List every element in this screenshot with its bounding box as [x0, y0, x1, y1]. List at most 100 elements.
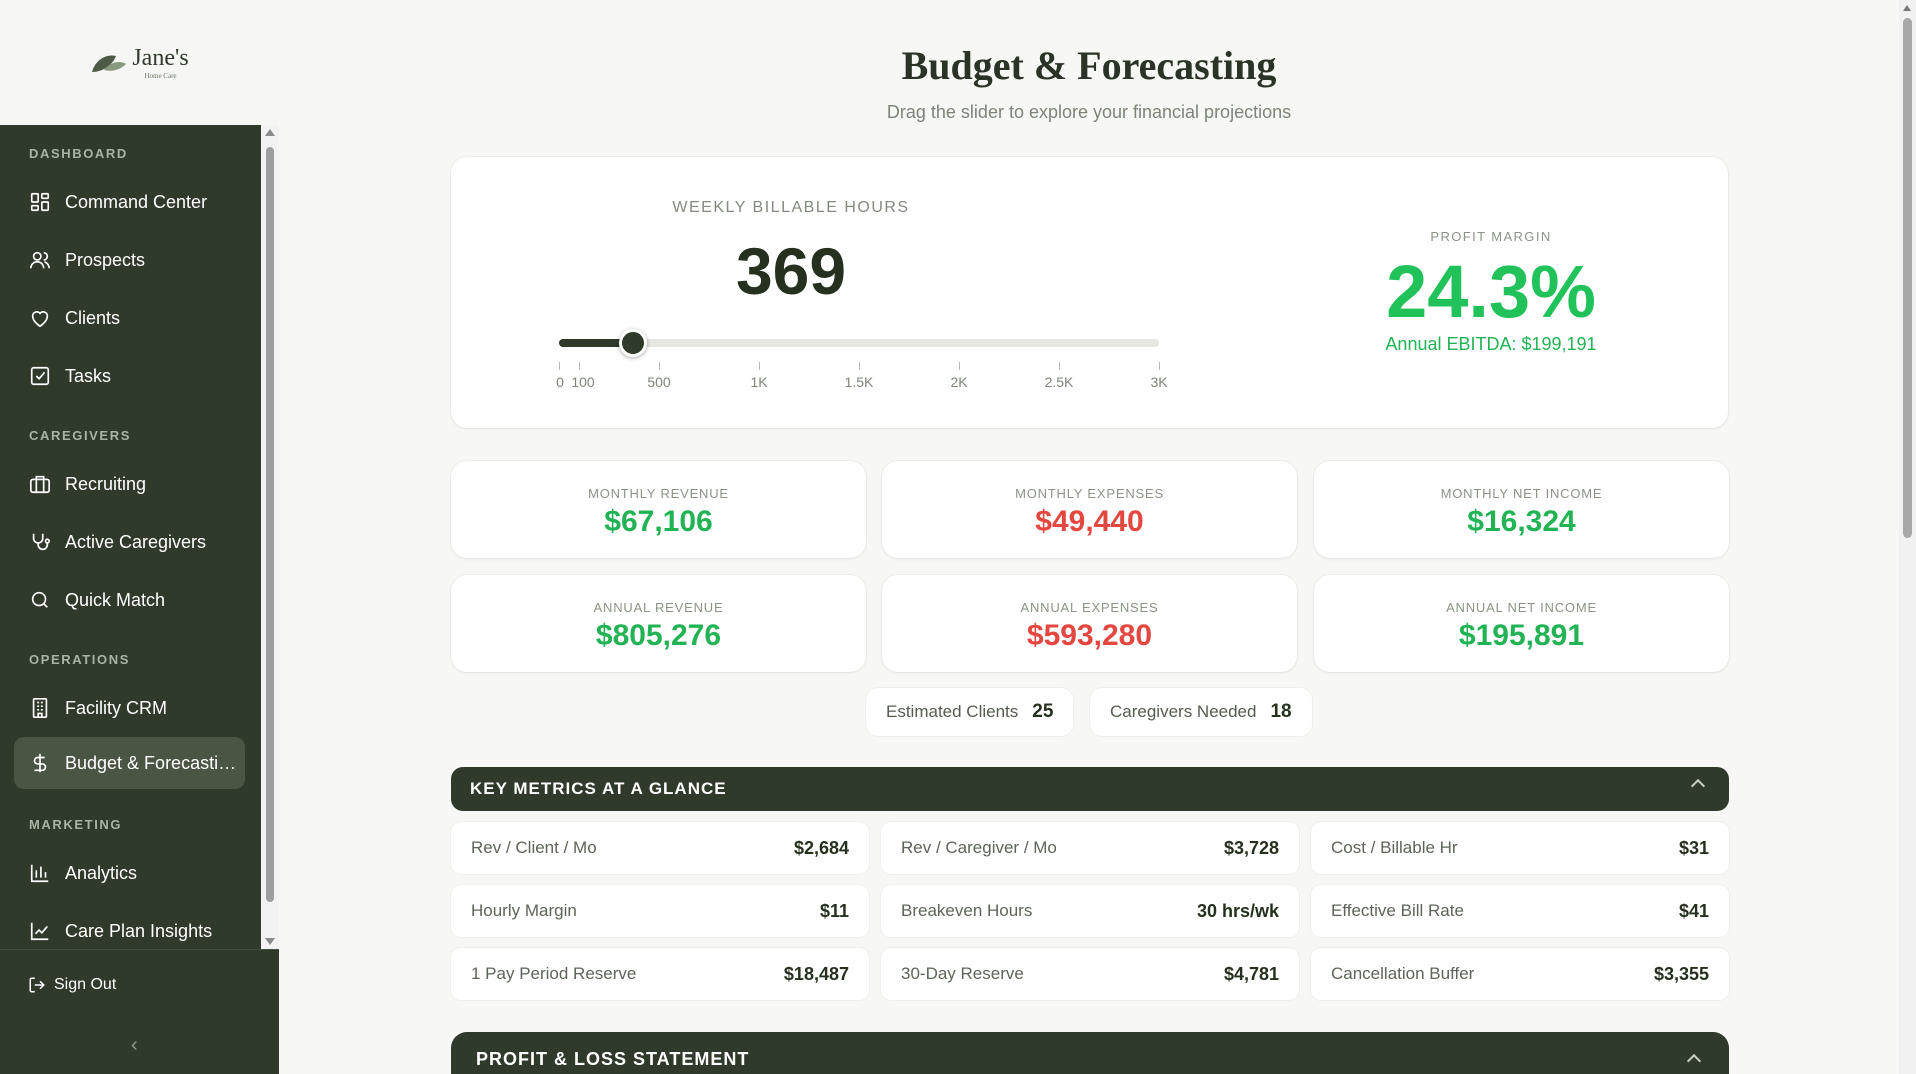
stat-value: $805,276 [595, 619, 722, 652]
metric-label: Cost / Billable Hr [1331, 838, 1458, 857]
sidebar-item-label: Prospects [65, 249, 146, 270]
sidebar-item-recruiting[interactable]: Recruiting [14, 458, 245, 510]
profit-margin-label: PROFIT MARGIN [1430, 229, 1552, 244]
stat-annual-net-income: ANNUAL NET INCOME $195,891 [1314, 575, 1729, 672]
sidebar-item-prospects[interactable]: Prospects [14, 234, 245, 286]
collapse-sidebar-icon[interactable]: ‹ [131, 1034, 138, 1056]
stat-value: $593,280 [1026, 619, 1153, 652]
metric-label: Rev / Caregiver / Mo [901, 838, 1057, 857]
sidebar-item-clients[interactable]: Clients [14, 292, 245, 344]
slider-tick-label: 1.5K [844, 374, 874, 390]
brand-name: Jane's [132, 44, 189, 71]
metric-rev-caregiver-mo: Rev / Caregiver / Mo $3,728 [881, 822, 1299, 874]
sidebar-item-budget-forecasting[interactable]: Budget & Forecasting [14, 737, 245, 789]
section-caregivers: CAREGIVERS [29, 428, 131, 443]
sidebar-scroll-thumb[interactable] [266, 147, 274, 902]
slider-tick-label: 0 [556, 374, 564, 390]
heart-icon [31, 311, 49, 328]
metric-value: $31 [1678, 837, 1709, 858]
scroll-up-arrow-icon[interactable] [1903, 5, 1911, 11]
slider-tick [959, 362, 960, 370]
line-chart-icon [30, 922, 49, 941]
chevron-up-icon[interactable] [1690, 778, 1706, 794]
hours-slider[interactable] [559, 329, 1159, 357]
scroll-up-arrow-icon[interactable] [265, 129, 275, 136]
section-dashboard: DASHBOARD [29, 146, 128, 161]
leaf-logo-icon [92, 55, 127, 72]
scroll-down-arrow-icon[interactable] [265, 938, 275, 945]
page-title: Budget & Forecasting [901, 43, 1277, 88]
sidebar-item-facility-crm[interactable]: Facility CRM [14, 682, 245, 734]
metric-rev-client-mo: Rev / Client / Mo $2,684 [451, 822, 869, 874]
sidebar-item-label: Quick Match [65, 589, 166, 610]
sidebar-item-active-caregivers[interactable]: Active Caregivers [14, 516, 245, 568]
metric-value: $3,728 [1223, 837, 1279, 858]
stat-label: ANNUAL NET INCOME [1446, 600, 1597, 615]
sidebar-item-command-center[interactable]: Command Center [14, 176, 245, 228]
annual-ebitda: Annual EBITDA: $199,191 [1385, 334, 1597, 354]
stat-label: ANNUAL EXPENSES [1020, 600, 1159, 615]
stat-value: $195,891 [1458, 619, 1585, 652]
section-operations: OPERATIONS [29, 652, 130, 667]
page-scroll-thumb[interactable] [1903, 18, 1912, 538]
metric-value: 30 hrs/wk [1196, 900, 1279, 921]
metric-cancellation-buffer: Cancellation Buffer $3,355 [1311, 948, 1729, 1000]
pill-label: Caregivers Needed [1110, 702, 1257, 721]
sign-out-button[interactable]: Sign Out [28, 976, 116, 994]
metric-value: $2,684 [793, 837, 849, 858]
sidebar-nav: DASHBOARD Command Center Prospects Clien… [0, 125, 261, 949]
sidebar-item-label: Recruiting [65, 473, 147, 494]
sidebar-item-tasks[interactable]: Tasks [14, 350, 245, 402]
slider-fill [559, 339, 633, 347]
metric-label: Rev / Client / Mo [471, 838, 597, 857]
metric-value: $4,781 [1223, 963, 1279, 984]
metric-breakeven-hours: Breakeven Hours 30 hrs/wk [881, 885, 1299, 937]
main-content: Budget & Forecasting Drag the slider to … [279, 0, 1899, 1074]
page-scrollbar[interactable] [1899, 0, 1916, 1074]
metric-value: $11 [819, 900, 849, 921]
metric-label: Breakeven Hours [901, 901, 1033, 920]
sidebar-item-label: Facility CRM [65, 697, 167, 718]
slider-tick-label: 3K [1150, 374, 1168, 390]
key-metrics-header[interactable]: KEY METRICS AT A GLANCE [451, 767, 1729, 811]
metric-30-day-reserve: 30-Day Reserve $4,781 [881, 948, 1299, 1000]
stat-annual-expenses: ANNUAL EXPENSES $593,280 [882, 575, 1297, 672]
slider-tick-label: 2.5K [1044, 374, 1074, 390]
checkbox-icon [30, 366, 50, 386]
hours-slider-card: WEEKLY BILLABLE HOURS 369 0 100 500 1K 1.5K 2… [451, 157, 1728, 428]
stat-monthly-expenses: MONTHLY EXPENSES $49,440 [882, 461, 1297, 558]
profit-loss-header[interactable]: PROFIT & LOSS STATEMENT [451, 1032, 1729, 1074]
sidebar-item-label: Analytics [65, 862, 138, 883]
metric-cost-billable-hr: Cost / Billable Hr $31 [1311, 822, 1729, 874]
metric-pay-period-reserve: 1 Pay Period Reserve $18,487 [451, 948, 869, 1000]
logo[interactable]: Jane's Home Care [90, 44, 189, 80]
sidebar-item-quick-match[interactable]: Quick Match [14, 574, 245, 626]
metric-label: 1 Pay Period Reserve [471, 964, 637, 983]
slider-tick [579, 362, 580, 370]
slider-tick-label: 2K [950, 374, 968, 390]
pill-value: 25 [1032, 701, 1054, 722]
metric-value: $18,487 [783, 963, 849, 984]
metric-value: $3,355 [1653, 963, 1709, 984]
users-icon [30, 251, 50, 269]
logo-area[interactable]: Jane's Home Care [0, 0, 279, 125]
sidebar-item-label: Tasks [65, 365, 112, 386]
slider-tick [759, 362, 760, 370]
sidebar-item-care-plan-insights[interactable]: Care Plan Insights [14, 905, 245, 949]
metric-hourly-margin: Hourly Margin $11 [451, 885, 869, 937]
stat-value: $49,440 [1035, 505, 1144, 538]
slider-handle[interactable] [618, 329, 647, 357]
sidebar-item-label: Care Plan Insights [65, 920, 213, 941]
slider-tick-label: 500 [647, 374, 671, 390]
slider-tick [1059, 362, 1060, 370]
sign-out-icon [29, 977, 45, 993]
weekly-hours-value: 369 [735, 234, 847, 308]
sidebar-scrollbar[interactable] [261, 125, 279, 949]
weekly-hours-label: WEEKLY BILLABLE HOURS [672, 199, 910, 216]
slider-tick-label: 1K [750, 374, 768, 390]
sidebar-item-analytics[interactable]: Analytics [14, 847, 245, 899]
estimated-clients-pill: Estimated Clients 25 [866, 688, 1074, 736]
page-subtitle: Drag the slider to explore your financia… [886, 102, 1292, 122]
stat-annual-revenue: ANNUAL REVENUE $805,276 [451, 575, 866, 672]
chevron-up-icon[interactable] [1686, 1053, 1702, 1069]
